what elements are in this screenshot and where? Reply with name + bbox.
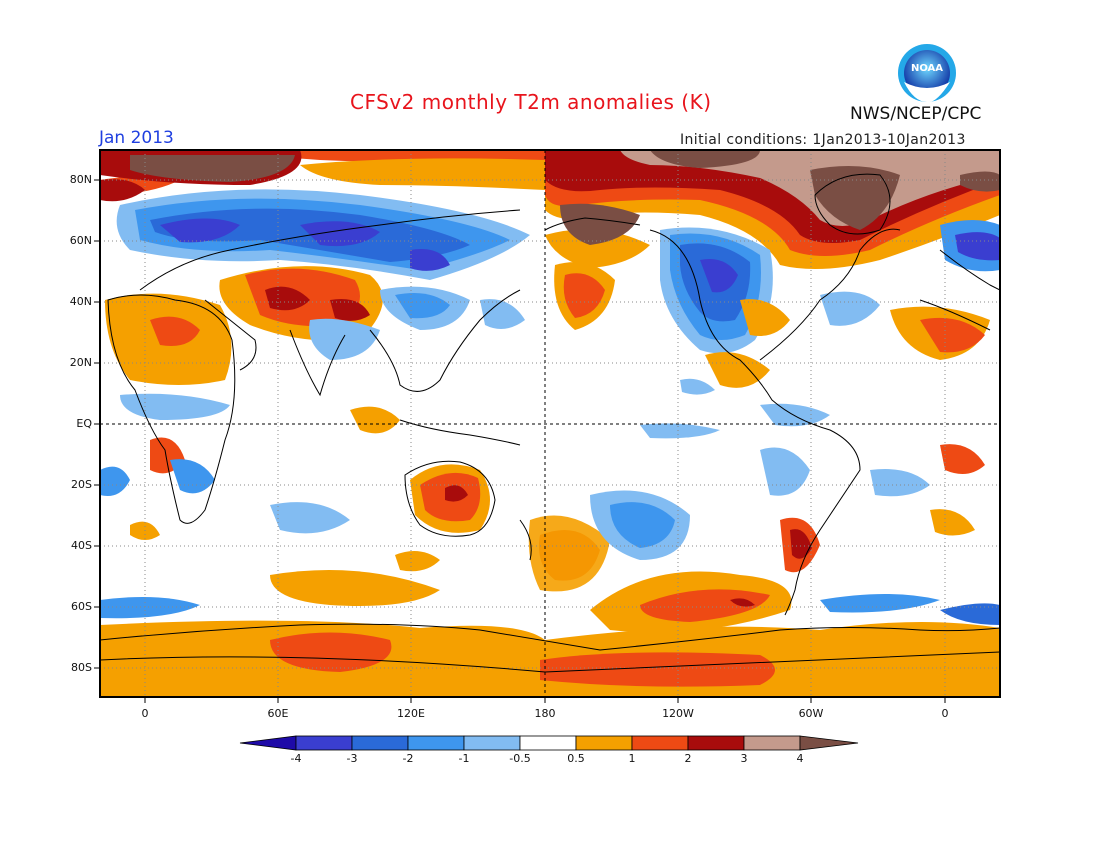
noaa-logo-icon: NOAA: [898, 44, 956, 103]
map-title: CFSv2 monthly T2m anomalies (K): [350, 90, 712, 114]
colorbar-swatch-7: [631, 735, 689, 751]
colorbar-swatch-8: [687, 735, 745, 751]
colorbar-label: -2: [402, 752, 414, 765]
colorbar: [239, 735, 859, 751]
colorbar-swatch-2: [351, 735, 409, 751]
lat-label-40n: 40N: [69, 295, 92, 308]
tick-marks: [94, 179, 946, 703]
lon-label-0: 0: [141, 707, 149, 720]
colorbar-label: -3: [346, 752, 358, 765]
lon-label-60w: 60W: [798, 707, 824, 720]
lat-label-60s: 60S: [71, 600, 92, 613]
valid-month: Jan 2013: [99, 128, 174, 148]
colorbar-label: -1: [458, 752, 470, 765]
colorbar-label: 4: [796, 752, 804, 765]
colorbar-label: -0.5: [509, 752, 531, 765]
lat-label-40s: 40S: [71, 539, 92, 552]
lon-label-60e: 60E: [267, 707, 289, 720]
lat-label-eq: EQ: [76, 417, 92, 430]
colorbar-swatch-lt-4: [239, 735, 297, 751]
reference-lines: [100, 150, 1000, 697]
colorbar-label: 1: [628, 752, 636, 765]
colorbar-swatch-gt-4: [799, 735, 859, 751]
colorbar-label: 0.5: [567, 752, 585, 765]
lon-label-120w: 120W: [662, 707, 694, 720]
colorbar-swatch-6: [575, 735, 633, 751]
colorbar-label: -4: [290, 752, 302, 765]
lat-label-20s: 20S: [71, 478, 92, 491]
agency-label: NWS/NCEP/CPC: [850, 104, 982, 124]
lat-label-20n: 20N: [69, 356, 92, 369]
colorbar-swatch-1: [295, 735, 353, 751]
initial-conditions: Initial conditions: 1Jan2013-10Jan2013: [680, 132, 966, 148]
coastlines: [100, 173, 1000, 673]
colorbar-swatch-4: [463, 735, 521, 751]
colorbar-label: 3: [740, 752, 748, 765]
lon-label-0-east: 0: [941, 707, 949, 720]
colorbar-label: 2: [684, 752, 692, 765]
lat-label-60n: 60N: [69, 234, 92, 247]
colorbar-swatch-9: [743, 735, 801, 751]
lat-label-80n: 80N: [69, 173, 92, 186]
colorbar-swatch-5: [519, 735, 577, 751]
lon-label-180: 180: [534, 707, 556, 720]
lat-label-80s: 80S: [71, 661, 92, 674]
svg-text:NOAA: NOAA: [911, 63, 943, 74]
colorbar-swatch-3: [407, 735, 465, 751]
lon-label-120e: 120E: [397, 707, 425, 720]
